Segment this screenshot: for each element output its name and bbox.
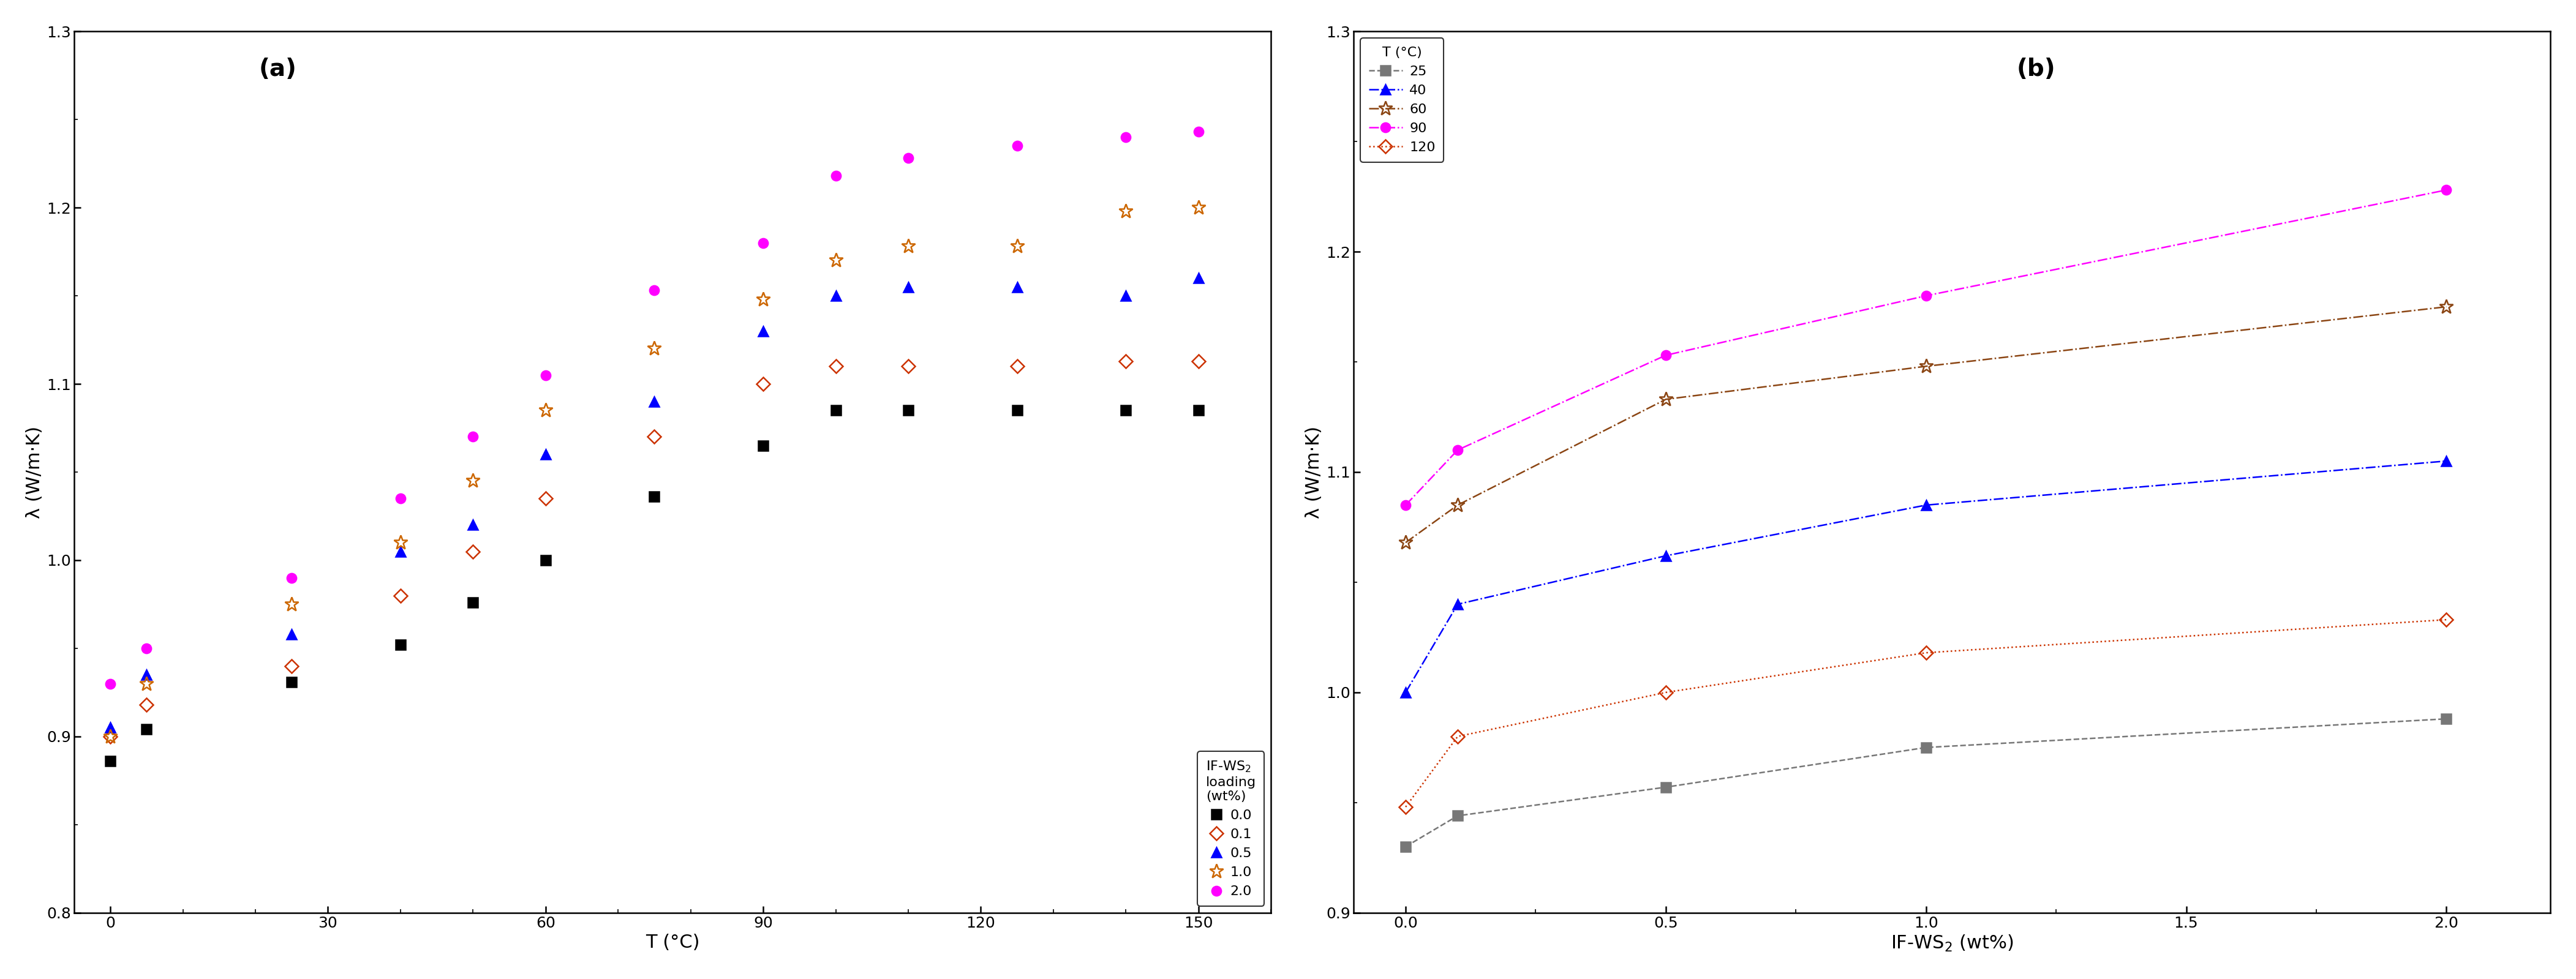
X-axis label: T (°C): T (°C)	[647, 934, 701, 952]
Y-axis label: λ (W/m·K): λ (W/m·K)	[1306, 426, 1321, 518]
X-axis label: IF-WS$_2$ (wt%): IF-WS$_2$ (wt%)	[1891, 934, 2014, 954]
Legend: 0.0, 0.1, 0.5, 1.0, 2.0: 0.0, 0.1, 0.5, 1.0, 2.0	[1198, 752, 1265, 906]
Text: (b): (b)	[2017, 58, 2056, 81]
Legend: 25, 40, 60, 90, 120: 25, 40, 60, 90, 120	[1360, 38, 1443, 162]
Y-axis label: λ (W/m·K): λ (W/m·K)	[26, 426, 44, 518]
Text: (a): (a)	[258, 58, 296, 81]
